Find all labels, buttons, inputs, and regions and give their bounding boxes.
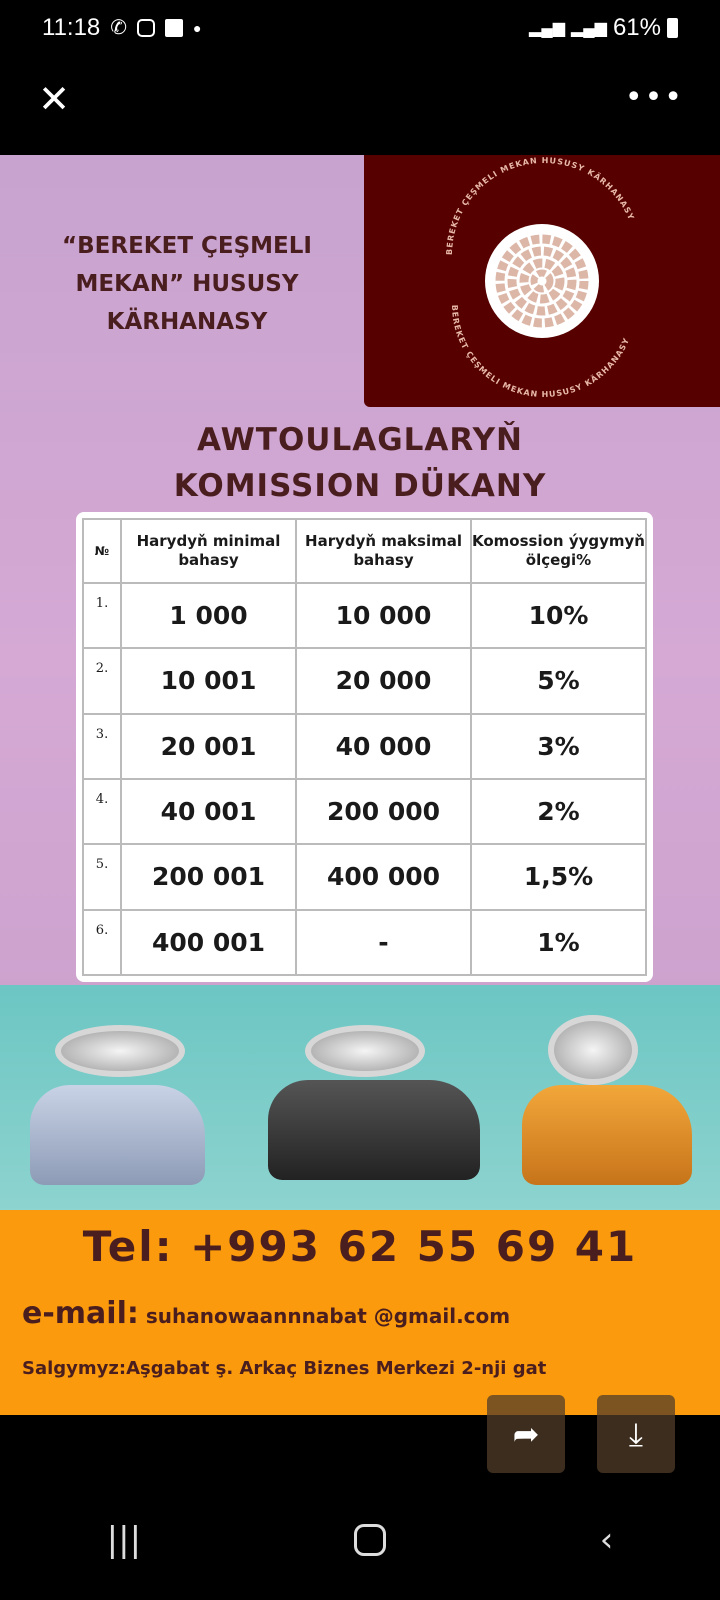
table-cell: 3.	[82, 712, 122, 780]
column-header: №	[82, 518, 122, 584]
car-image	[30, 1085, 205, 1185]
signal-icon: ▂▄▆	[529, 19, 565, 37]
table-cell: 4.	[82, 777, 122, 846]
cars-banner	[0, 985, 720, 1210]
battery-icon	[667, 17, 678, 38]
share-icon: ➦	[512, 1415, 540, 1453]
company-logo: BEREKET ÇEŞMELI MEKAN HUSUSY KÄRHANASY B…	[364, 155, 720, 407]
column-header: Harydyň minimal bahasy	[120, 518, 297, 584]
table-cell: 1%	[470, 908, 647, 977]
contact-section: Tel: +993 62 55 69 41 e-mail: suhanowaan…	[0, 1210, 720, 1415]
home-icon[interactable]	[354, 1524, 387, 1556]
dot-icon: ●	[193, 19, 202, 36]
table-cell: 400 000	[295, 843, 472, 911]
title-line: KOMISSION DÜKANY	[173, 468, 547, 504]
clock: 11:18	[42, 13, 101, 41]
company-name: “BEREKET ÇEŞMELI MEKAN” HUSUSY KÄRHANASY	[62, 233, 312, 335]
table-cell: 200 000	[295, 777, 472, 846]
back-icon[interactable]: ‹	[599, 1520, 614, 1560]
phone-number: Tel: +993 62 55 69 41	[82, 1222, 638, 1271]
column-header: Harydyň maksimal bahasy	[295, 518, 472, 584]
title-line: AWTOULAGLARYŇ	[197, 422, 523, 458]
table-cell: 2.	[82, 647, 122, 715]
email: e-mail: suhanowaannnabat @gmail.com	[22, 1296, 510, 1331]
table-cell: 200 001	[120, 843, 297, 911]
recent-apps-icon[interactable]: |||	[106, 1520, 142, 1560]
email-address: suhanowaannnabat @gmail.com	[145, 1304, 511, 1328]
viewer-toolbar: ✕ •••	[0, 70, 720, 130]
car-image	[522, 1085, 692, 1185]
address: Salgymyz:Aşgabat ş. Arkaç Biznes Merkezi…	[22, 1358, 547, 1379]
instagram-icon	[137, 18, 156, 37]
download-button[interactable]: ⤓	[597, 1395, 675, 1473]
table-row: 5. 200 001 400 000 1,5%	[82, 843, 647, 911]
lada-logo	[55, 1025, 185, 1077]
table-cell: 1 000	[120, 581, 297, 650]
commission-table: № Harydyň minimal bahasy Harydyň maksimal …	[76, 512, 653, 982]
email-label: e-mail:	[22, 1296, 139, 1331]
table-cell: 6.	[82, 908, 122, 977]
share-button[interactable]: ➦	[487, 1395, 565, 1473]
signal-icon: ▂▄▆	[571, 19, 607, 37]
poster-title: AWTOULAGLARYŇ KOMISSION DÜKANY	[0, 417, 720, 509]
missed-call-icon: ✆	[110, 17, 128, 39]
table-row: 2. 10 001 20 000 5%	[82, 647, 647, 715]
more-icon[interactable]: •••	[624, 80, 684, 115]
download-icon: ⤓	[628, 1414, 644, 1453]
toyota-logo	[305, 1025, 425, 1077]
table-row: 1. 1 000 10 000 10%	[82, 581, 647, 650]
navigation-bar: ||| ‹	[0, 1480, 720, 1600]
table-row: 4. 40 001 200 000 2%	[82, 777, 647, 846]
column-header: Komossion ýygymyň ölçegi%	[470, 518, 647, 584]
poster-image: “BEREKET ÇEŞMELI MEKAN” HUSUSY KÄRHANASY…	[0, 155, 720, 1415]
table-cell: 20 001	[120, 712, 297, 780]
table-cell: 10 000	[295, 581, 472, 650]
gallery-icon	[165, 18, 184, 37]
battery-level: 61%	[612, 13, 661, 41]
table-cell: 1.	[82, 581, 122, 650]
table-cell: 400 001	[120, 908, 297, 977]
table-row: 6. 400 001-1%	[82, 908, 647, 977]
status-bar: 11:18 ✆ ● ▂▄▆ ▂▄▆ 61%	[0, 0, 720, 55]
table-cell: 1,5%	[470, 843, 647, 911]
close-icon[interactable]: ✕	[38, 77, 70, 121]
table-cell: 40 000	[295, 712, 472, 780]
table-cell: 10%	[470, 581, 647, 650]
opel-logo	[548, 1015, 638, 1085]
table-cell: 10 001	[120, 647, 297, 715]
table-cell: 20 000	[295, 647, 472, 715]
table-cell: -	[295, 908, 472, 977]
table-cell: 5.	[82, 843, 122, 911]
table-cell: 40 001	[120, 777, 297, 846]
table-row: 3. 20 001 40 000 3%	[82, 712, 647, 780]
table-cell: 5%	[470, 647, 647, 715]
table-cell: 2%	[470, 777, 647, 846]
table-header: № Harydyň minimal bahasy Harydyň maksimal …	[82, 518, 647, 584]
car-image	[268, 1080, 480, 1180]
table-cell: 3%	[470, 712, 647, 780]
